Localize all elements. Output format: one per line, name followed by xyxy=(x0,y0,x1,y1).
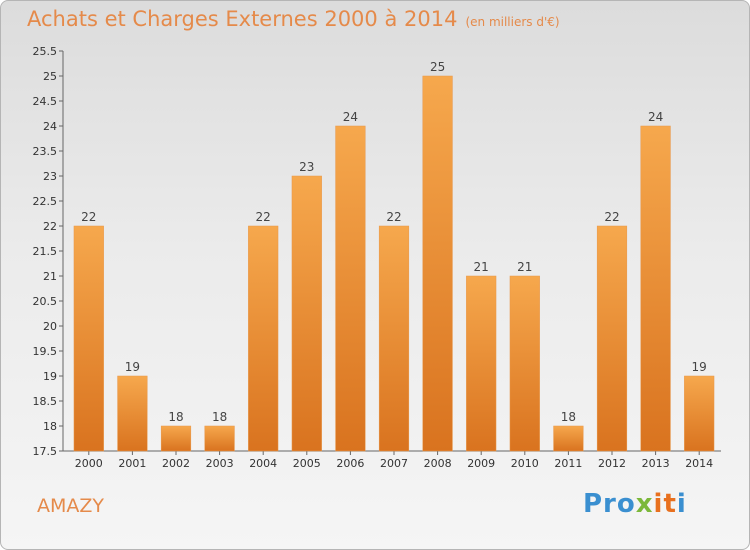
y-tick-label: 22 xyxy=(43,220,57,233)
y-tick-label: 20 xyxy=(43,320,57,333)
y-tick-label: 24.5 xyxy=(33,95,58,108)
y-tick-label: 21.5 xyxy=(33,245,58,258)
x-tick-label: 2008 xyxy=(424,457,452,470)
x-tick-label: 2001 xyxy=(118,457,146,470)
chart-title: Achats et Charges Externes 2000 à 2014 (e… xyxy=(27,7,560,31)
y-tick-label: 25.5 xyxy=(33,45,58,58)
logo-part: i xyxy=(676,489,687,519)
x-tick-label: 2010 xyxy=(511,457,539,470)
data-label: 24 xyxy=(648,110,663,124)
bar-2014 xyxy=(684,375,715,452)
x-tick-label: 2002 xyxy=(162,457,190,470)
data-label: 22 xyxy=(604,210,619,224)
bar-2005 xyxy=(291,175,322,452)
x-tick-label: 2006 xyxy=(336,457,364,470)
title-text: Achats et Charges Externes 2000 à 2014 xyxy=(27,7,458,31)
logo-part: Pro xyxy=(583,489,636,519)
x-tick-label: 2004 xyxy=(249,457,277,470)
data-label: 25 xyxy=(430,60,445,74)
data-label: 19 xyxy=(692,360,707,374)
data-label: 21 xyxy=(474,260,489,274)
bar-2000 xyxy=(73,225,104,452)
bar-2012 xyxy=(596,225,628,452)
y-tick-label: 18.5 xyxy=(33,395,58,408)
bar-2010 xyxy=(509,275,540,452)
y-tick-label: 25 xyxy=(43,70,57,83)
chart-subtitle: (en milliers d'€) xyxy=(465,15,560,29)
x-tick-label: 2000 xyxy=(75,457,103,470)
x-tick-label: 2011 xyxy=(554,457,582,470)
data-label: 21 xyxy=(517,260,532,274)
bar-2013 xyxy=(640,125,671,452)
x-tick-label: 2007 xyxy=(380,457,408,470)
y-tick-label: 20.5 xyxy=(33,295,58,308)
y-tick-label: 24 xyxy=(43,120,57,133)
data-label: 18 xyxy=(168,410,183,424)
y-tick-label: 18 xyxy=(43,420,57,433)
y-tick-label: 19.5 xyxy=(33,345,58,358)
x-tick-label: 2003 xyxy=(206,457,234,470)
data-label: 18 xyxy=(212,410,227,424)
y-tick-label: 22.5 xyxy=(33,195,58,208)
bar-2008 xyxy=(422,75,453,452)
x-tick-label: 2005 xyxy=(293,457,321,470)
x-tick-label: 2012 xyxy=(598,457,626,470)
x-tick-label: 2009 xyxy=(467,457,495,470)
commune-name: AMAZY xyxy=(37,495,105,517)
logo-part: x xyxy=(635,489,654,519)
y-tick-label: 23 xyxy=(43,170,57,183)
bar-2004 xyxy=(248,225,279,452)
y-tick-label: 19 xyxy=(43,370,57,383)
data-label: 22 xyxy=(386,210,401,224)
data-label: 18 xyxy=(561,410,576,424)
bar-2007 xyxy=(378,225,410,452)
y-tick-label: 23.5 xyxy=(33,145,58,158)
x-tick-label: 2013 xyxy=(642,457,670,470)
logo-part: it xyxy=(653,489,677,519)
bar-2009 xyxy=(466,275,497,452)
bar-2002 xyxy=(160,425,192,452)
y-tick-label: 17.5 xyxy=(33,445,58,458)
data-label: 24 xyxy=(343,110,358,124)
data-label: 19 xyxy=(125,360,140,374)
data-label: 23 xyxy=(299,160,314,174)
bar-2011 xyxy=(553,425,584,452)
bar-2001 xyxy=(117,375,148,452)
data-label: 22 xyxy=(256,210,271,224)
bar-2006 xyxy=(335,125,366,452)
bar-2003 xyxy=(204,425,235,452)
y-tick-label: 21 xyxy=(43,270,57,283)
proxiti-logo: Proxiti xyxy=(583,489,687,519)
x-tick-label: 2014 xyxy=(685,457,713,470)
data-label: 22 xyxy=(81,210,96,224)
